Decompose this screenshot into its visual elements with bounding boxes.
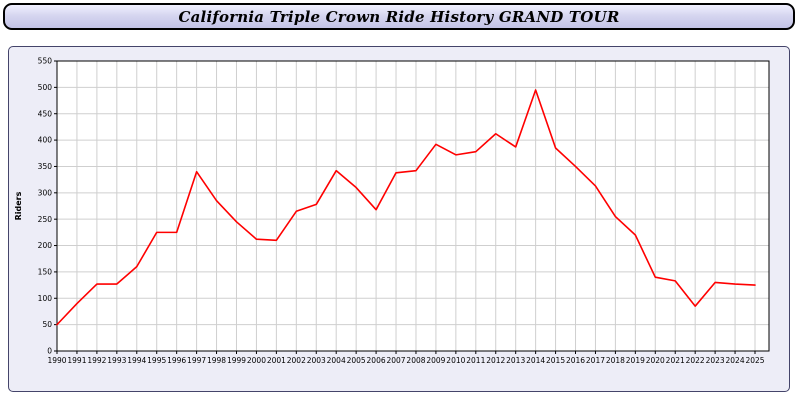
x-tick-label: 2012	[486, 356, 505, 365]
x-tick-label: 2002	[287, 356, 306, 365]
x-tick-label: 2009	[426, 356, 445, 365]
x-tick-label: 1999	[227, 356, 246, 365]
x-tick-label: 2023	[706, 356, 725, 365]
page-title: California Triple Crown Ride History GRA…	[178, 7, 620, 26]
y-tick-label: 0	[47, 347, 52, 356]
x-tick-label: 1993	[107, 356, 126, 365]
x-tick-label: 2022	[686, 356, 705, 365]
x-tick-label: 2025	[745, 356, 764, 365]
y-tick-label: 400	[38, 136, 53, 145]
x-tick-label: 2008	[406, 356, 425, 365]
x-tick-label: 1998	[207, 356, 226, 365]
x-tick-label: 1994	[127, 356, 146, 365]
x-tick-label: 1996	[167, 356, 186, 365]
x-tick-label: 1991	[67, 356, 86, 365]
x-tick-label: 2016	[566, 356, 585, 365]
x-tick-label: 2003	[307, 356, 326, 365]
plot-border	[56, 60, 770, 352]
x-tick-label: 2005	[347, 356, 366, 365]
y-tick-label: 150	[38, 268, 53, 277]
y-tick-label: 100	[38, 294, 53, 303]
riders-line	[56, 89, 756, 326]
x-tick-label: 1990	[47, 356, 66, 365]
y-tick-label: 300	[38, 188, 53, 197]
x-tick-label: 2007	[386, 356, 405, 365]
chart-panel: 0 50 100 150 200 250 300 350 400 450 500 550 1990 199…	[8, 46, 790, 392]
x-tick-label: 1992	[87, 356, 106, 365]
x-tick-label: 2020	[646, 356, 665, 365]
x-tick-label: 2011	[466, 356, 485, 365]
x-tick-label: 2001	[267, 356, 286, 365]
x-tick-label: 2010	[446, 356, 465, 365]
x-tick-label: 2024	[726, 356, 745, 365]
x-tick-label: 2015	[546, 356, 565, 365]
y-axis-label: Riders	[14, 191, 23, 220]
y-tick-label: 550	[38, 57, 53, 66]
x-tick-label: 1997	[187, 356, 206, 365]
x-tick-label: 2004	[327, 356, 346, 365]
title-bar: California Triple Crown Ride History GRA…	[3, 3, 795, 30]
y-tick-label: 250	[38, 215, 53, 224]
x-tick-label: 2014	[526, 356, 545, 365]
x-tick-label: 2013	[506, 356, 525, 365]
y-tick-label: 350	[38, 162, 53, 171]
y-tick-label: 450	[38, 109, 53, 118]
y-tick-label: 50	[42, 320, 52, 329]
x-tick-label: 2021	[666, 356, 685, 365]
plot-area	[57, 61, 769, 351]
y-tick-label: 200	[38, 241, 53, 250]
x-tick-label: 2006	[367, 356, 386, 365]
x-tick-label: 2017	[586, 356, 605, 365]
x-tick-label: 2000	[247, 356, 266, 365]
x-tick-label: 2019	[626, 356, 645, 365]
x-tick-label: 2018	[606, 356, 625, 365]
x-tick-label: 1995	[147, 356, 166, 365]
y-tick-label: 500	[38, 83, 53, 92]
